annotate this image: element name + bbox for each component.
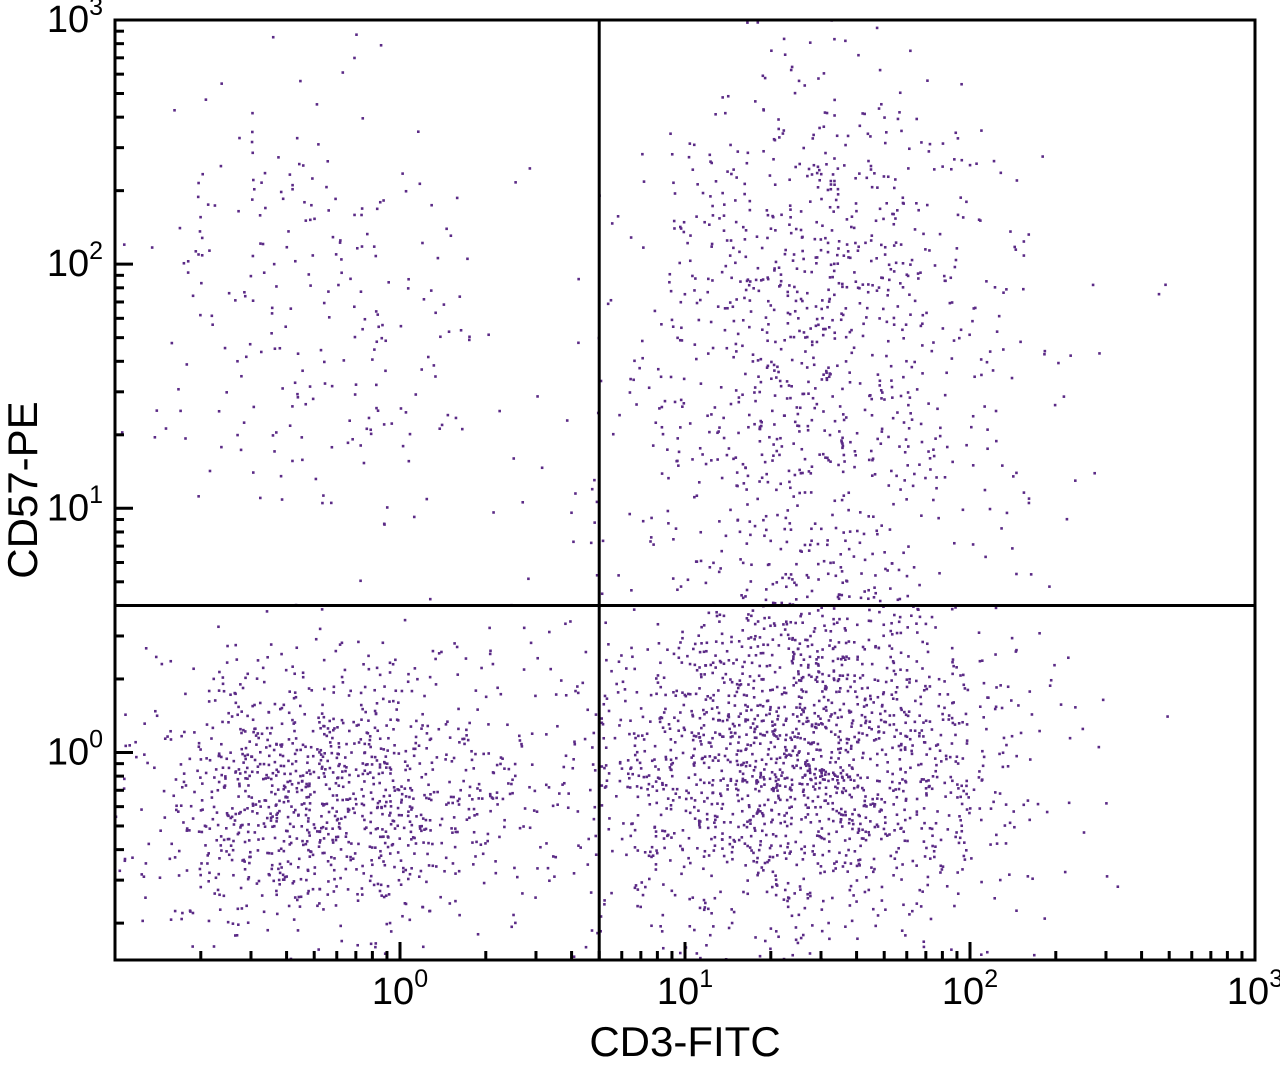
scatter-plot-svg: 100101102103100101102103CD3-FITCCD57-PE	[0, 0, 1280, 1065]
y-axis-label: CD57-PE	[0, 401, 46, 578]
flow-cytometry-scatter: 100101102103100101102103CD3-FITCCD57-PE	[0, 0, 1280, 1065]
x-axis-label: CD3-FITC	[589, 1018, 780, 1065]
